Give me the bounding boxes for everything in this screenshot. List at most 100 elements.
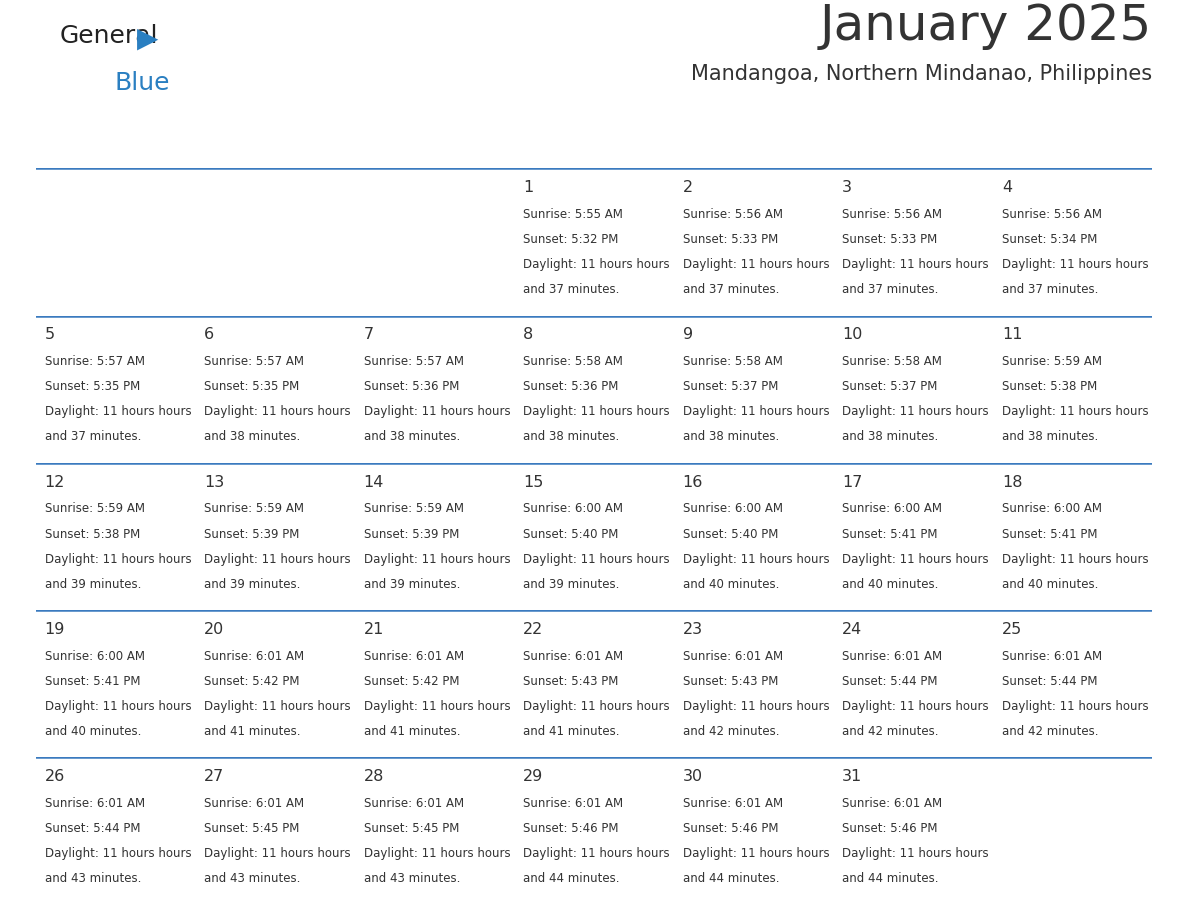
Text: Wednesday: Wednesday [522,132,630,151]
Text: 14: 14 [364,475,384,489]
Text: Sunrise: 6:01 AM: Sunrise: 6:01 AM [364,797,463,810]
Text: Sunrise: 6:01 AM: Sunrise: 6:01 AM [683,797,783,810]
Text: 24: 24 [842,621,862,637]
Text: Daylight: 11 hours hours: Daylight: 11 hours hours [523,258,670,271]
Text: Sunrise: 6:01 AM: Sunrise: 6:01 AM [1001,650,1102,663]
Text: Sunday: Sunday [44,132,113,151]
Text: Daylight: 11 hours hours: Daylight: 11 hours hours [45,553,191,565]
Text: Sunset: 5:37 PM: Sunset: 5:37 PM [683,380,778,393]
Text: and 40 minutes.: and 40 minutes. [842,577,939,590]
Text: ▶: ▶ [137,24,158,52]
Text: 4: 4 [1001,180,1012,196]
Text: 10: 10 [842,328,862,342]
Text: 9: 9 [683,328,693,342]
Text: 26: 26 [45,769,65,784]
Text: 30: 30 [683,769,703,784]
Text: Mandangoa, Northern Mindanao, Philippines: Mandangoa, Northern Mindanao, Philippine… [691,64,1152,84]
Text: and 42 minutes.: and 42 minutes. [1001,724,1098,738]
Text: Daylight: 11 hours hours: Daylight: 11 hours hours [45,406,191,419]
Text: and 44 minutes.: and 44 minutes. [842,872,939,885]
Text: Daylight: 11 hours hours: Daylight: 11 hours hours [683,258,829,271]
Text: Sunrise: 6:00 AM: Sunrise: 6:00 AM [842,502,942,516]
Text: 1: 1 [523,180,533,196]
Text: 21: 21 [364,621,384,637]
Text: Sunrise: 5:59 AM: Sunrise: 5:59 AM [1001,355,1101,368]
Text: Daylight: 11 hours hours: Daylight: 11 hours hours [204,700,350,712]
Text: Sunrise: 5:58 AM: Sunrise: 5:58 AM [842,355,942,368]
Text: Daylight: 11 hours hours: Daylight: 11 hours hours [364,406,511,419]
Text: Daylight: 11 hours hours: Daylight: 11 hours hours [523,406,670,419]
Text: 5: 5 [45,328,55,342]
Text: Daylight: 11 hours hours: Daylight: 11 hours hours [523,700,670,712]
Text: 19: 19 [45,621,65,637]
Text: and 39 minutes.: and 39 minutes. [204,577,301,590]
Text: Sunrise: 6:01 AM: Sunrise: 6:01 AM [842,650,942,663]
Text: and 39 minutes.: and 39 minutes. [45,577,141,590]
Text: Sunset: 5:45 PM: Sunset: 5:45 PM [364,822,459,834]
Text: 31: 31 [842,769,862,784]
Text: Sunrise: 5:57 AM: Sunrise: 5:57 AM [364,355,463,368]
Text: Daylight: 11 hours hours: Daylight: 11 hours hours [683,553,829,565]
Text: Daylight: 11 hours hours: Daylight: 11 hours hours [204,846,350,860]
Text: Sunset: 5:46 PM: Sunset: 5:46 PM [523,822,619,834]
Text: and 38 minutes.: and 38 minutes. [683,431,779,443]
Text: Sunrise: 5:59 AM: Sunrise: 5:59 AM [204,502,304,516]
Text: Sunrise: 6:01 AM: Sunrise: 6:01 AM [204,650,304,663]
Text: Sunset: 5:35 PM: Sunset: 5:35 PM [204,380,299,393]
Text: Sunset: 5:42 PM: Sunset: 5:42 PM [204,675,299,688]
Text: Daylight: 11 hours hours: Daylight: 11 hours hours [364,553,511,565]
Text: 11: 11 [1001,328,1022,342]
Text: 18: 18 [1001,475,1022,489]
Text: Daylight: 11 hours hours: Daylight: 11 hours hours [204,406,350,419]
Text: Sunrise: 5:56 AM: Sunrise: 5:56 AM [842,208,942,221]
Text: Daylight: 11 hours hours: Daylight: 11 hours hours [683,406,829,419]
Text: Blue: Blue [114,71,170,95]
Text: Sunset: 5:44 PM: Sunset: 5:44 PM [45,822,140,834]
Text: Daylight: 11 hours hours: Daylight: 11 hours hours [523,553,670,565]
Text: and 37 minutes.: and 37 minutes. [683,284,779,297]
Text: Sunrise: 6:00 AM: Sunrise: 6:00 AM [683,502,783,516]
Text: Sunrise: 6:01 AM: Sunrise: 6:01 AM [364,650,463,663]
Text: Sunset: 5:36 PM: Sunset: 5:36 PM [523,380,619,393]
Text: Daylight: 11 hours hours: Daylight: 11 hours hours [1001,406,1149,419]
Text: Daylight: 11 hours hours: Daylight: 11 hours hours [1001,700,1149,712]
Text: and 38 minutes.: and 38 minutes. [1001,431,1098,443]
Text: 3: 3 [842,180,852,196]
Text: Sunset: 5:34 PM: Sunset: 5:34 PM [1001,233,1098,246]
Text: Sunset: 5:46 PM: Sunset: 5:46 PM [683,822,778,834]
Text: Sunset: 5:40 PM: Sunset: 5:40 PM [523,528,619,541]
Text: Sunrise: 5:59 AM: Sunrise: 5:59 AM [45,502,145,516]
Text: Sunset: 5:32 PM: Sunset: 5:32 PM [523,233,619,246]
Text: Sunrise: 6:00 AM: Sunrise: 6:00 AM [523,502,624,516]
Text: and 40 minutes.: and 40 minutes. [45,724,141,738]
Text: and 40 minutes.: and 40 minutes. [683,577,779,590]
Text: and 37 minutes.: and 37 minutes. [1001,284,1098,297]
Text: and 38 minutes.: and 38 minutes. [523,431,619,443]
Text: 7: 7 [364,328,374,342]
Text: and 40 minutes.: and 40 minutes. [1001,577,1098,590]
Text: Daylight: 11 hours hours: Daylight: 11 hours hours [842,553,988,565]
Text: Sunset: 5:44 PM: Sunset: 5:44 PM [1001,675,1098,688]
Text: January 2025: January 2025 [820,2,1152,50]
Text: Daylight: 11 hours hours: Daylight: 11 hours hours [1001,553,1149,565]
Text: Daylight: 11 hours hours: Daylight: 11 hours hours [1001,258,1149,271]
Text: Sunset: 5:40 PM: Sunset: 5:40 PM [683,528,778,541]
Text: and 38 minutes.: and 38 minutes. [364,431,460,443]
Text: and 41 minutes.: and 41 minutes. [523,724,620,738]
Text: Tuesday: Tuesday [362,132,438,151]
Text: 6: 6 [204,328,214,342]
Text: Sunset: 5:38 PM: Sunset: 5:38 PM [45,528,140,541]
Text: Daylight: 11 hours hours: Daylight: 11 hours hours [842,700,988,712]
Text: Sunrise: 5:58 AM: Sunrise: 5:58 AM [523,355,623,368]
Text: Sunset: 5:35 PM: Sunset: 5:35 PM [45,380,140,393]
Text: 17: 17 [842,475,862,489]
Text: Sunset: 5:41 PM: Sunset: 5:41 PM [45,675,140,688]
Text: and 38 minutes.: and 38 minutes. [204,431,301,443]
Text: Sunrise: 6:01 AM: Sunrise: 6:01 AM [523,797,624,810]
Text: Sunrise: 5:58 AM: Sunrise: 5:58 AM [683,355,783,368]
Text: Sunset: 5:43 PM: Sunset: 5:43 PM [523,675,619,688]
Text: 16: 16 [683,475,703,489]
Text: and 42 minutes.: and 42 minutes. [683,724,779,738]
Text: 13: 13 [204,475,225,489]
Text: Sunrise: 5:57 AM: Sunrise: 5:57 AM [45,355,145,368]
